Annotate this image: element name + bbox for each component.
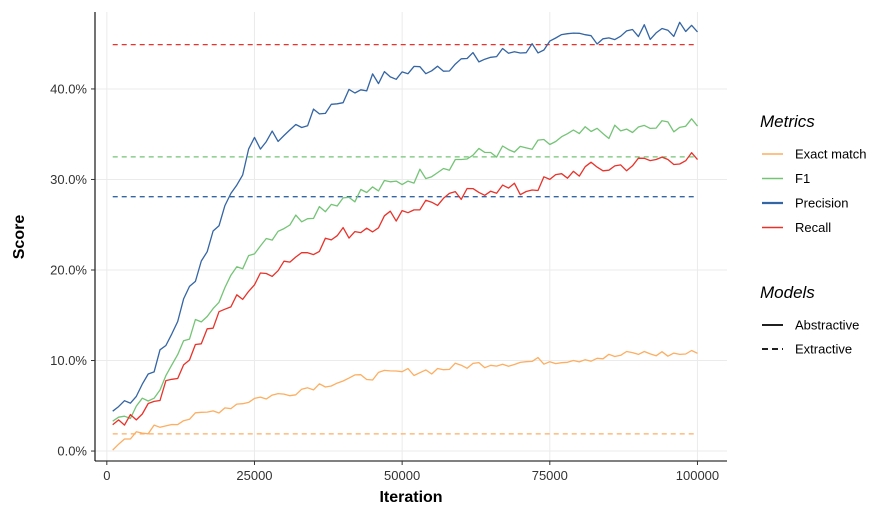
x-tick-label: 50000 <box>384 468 420 483</box>
axes <box>94 12 727 462</box>
legend-label-exact-match: Exact match <box>795 147 867 162</box>
x-tick-label: 25000 <box>236 468 272 483</box>
series-line-precision <box>112 21 698 412</box>
legend-label-extractive: Extractive <box>795 342 852 357</box>
metrics-legend-title: Metrics <box>760 112 815 131</box>
gridlines <box>95 12 727 461</box>
x-tick-label: 100000 <box>676 468 719 483</box>
x-axis-title: Iteration <box>379 489 442 506</box>
y-tick-label: 10.0% <box>50 353 87 368</box>
legend-label-recall: Recall <box>795 220 831 235</box>
metrics-legend: Metrics Exact match F1 Precision Recall <box>760 112 867 235</box>
abstractive-series <box>112 21 699 451</box>
x-tick-label: 75000 <box>532 468 568 483</box>
extractive-baselines <box>112 43 698 435</box>
y-axis-title: Score <box>11 215 28 260</box>
legend-label-abstractive: Abstractive <box>795 318 859 333</box>
x-ticks: 0 25000 50000 75000 100000 <box>103 461 719 483</box>
series-line-f1 <box>112 118 699 422</box>
y-tick-label: 40.0% <box>50 81 87 96</box>
legend-label-f1: F1 <box>795 171 810 186</box>
y-tick-label: 30.0% <box>50 172 87 187</box>
y-tick-label: 0.0% <box>57 444 87 459</box>
y-ticks: 0.0% 10.0% 20.0% 30.0% 40.0% <box>50 81 95 459</box>
series-line-recall <box>112 152 698 426</box>
series-line-exact-match <box>112 349 698 451</box>
models-legend-title: Models <box>760 283 815 302</box>
x-tick-label: 0 <box>103 468 110 483</box>
y-tick-label: 20.0% <box>50 262 87 277</box>
models-legend: Models Abstractive Extractive <box>760 283 859 357</box>
legend-label-precision: Precision <box>795 196 848 211</box>
